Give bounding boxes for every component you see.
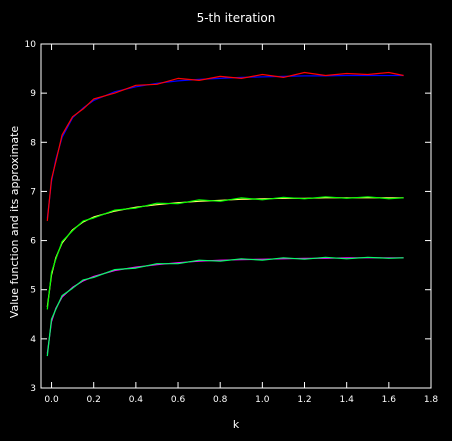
series-line-4 bbox=[46, 196, 404, 310]
y-tick-label: 3 bbox=[30, 384, 36, 394]
series-line-1 bbox=[46, 74, 404, 219]
y-tick-label: 8 bbox=[30, 138, 36, 148]
x-tick-label: 1.2 bbox=[297, 395, 311, 405]
x-tick-label: 1.6 bbox=[382, 395, 397, 405]
x-tick-label: 1.0 bbox=[255, 395, 270, 405]
plot-frame bbox=[40, 43, 432, 389]
x-tick-label: 1.4 bbox=[340, 395, 355, 405]
y-tick-label: 10 bbox=[25, 40, 37, 50]
x-tick-label: 0.0 bbox=[44, 395, 59, 405]
y-tick-label: 4 bbox=[30, 335, 36, 345]
x-tick-label: 0.6 bbox=[171, 395, 186, 405]
x-tick-label: 1.8 bbox=[424, 395, 439, 405]
y-tick-label: 7 bbox=[30, 187, 36, 197]
x-tick-label: 0.8 bbox=[213, 395, 228, 405]
x-tick-label: 0.2 bbox=[87, 395, 101, 405]
series-line-6 bbox=[46, 256, 404, 357]
y-axis-label: Value function and its approximate bbox=[8, 126, 21, 319]
x-axis-label: k bbox=[233, 418, 240, 431]
y-axis: 3 4 5 6 7 8 9 10 bbox=[25, 40, 431, 394]
y-tick-label: 6 bbox=[30, 237, 36, 247]
series-layer bbox=[46, 71, 404, 357]
y-tick-label: 5 bbox=[30, 286, 36, 296]
y-tick-label: 9 bbox=[30, 89, 36, 99]
chart-title: 5-th iteration bbox=[197, 11, 276, 25]
series-line-2 bbox=[46, 71, 404, 221]
x-tick-label: 0.4 bbox=[129, 395, 144, 405]
x-axis: 0.0 0.2 0.4 0.6 0.8 1.0 1.2 1.4 1.6 1.8 bbox=[44, 44, 438, 405]
